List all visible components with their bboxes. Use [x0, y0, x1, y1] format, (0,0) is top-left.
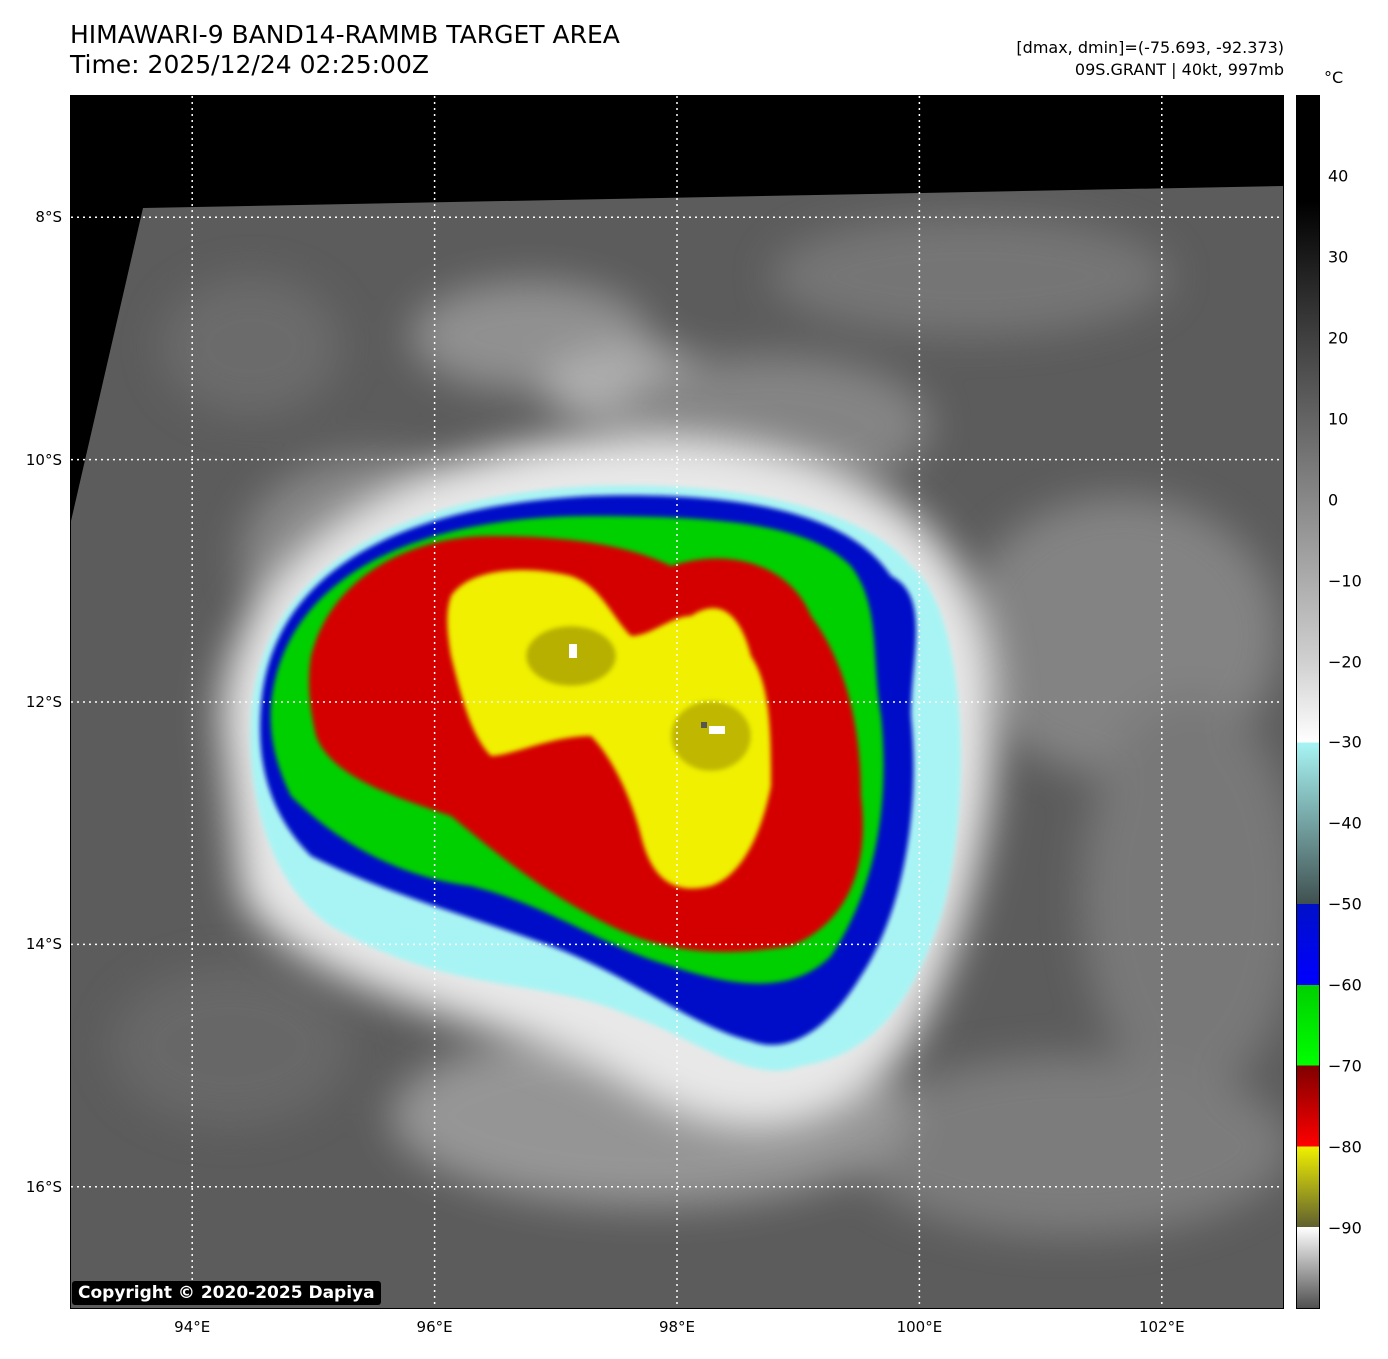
colorbar-tick-label: 40	[1328, 166, 1349, 186]
lat-tick-label: 12°S	[25, 693, 62, 711]
colorbar-tick-label: −10	[1328, 571, 1362, 591]
lat-tick-label: 16°S	[25, 1177, 62, 1196]
copyright-notice: Copyright © 2020-2025 Dapiya	[72, 1281, 381, 1305]
lon-tick-label: 94°E	[174, 1318, 211, 1336]
colorbar-tick-label: −70	[1328, 1056, 1362, 1076]
coldest-pixels	[569, 644, 725, 734]
storm-info: 09S.GRANT | 40kt, 997mb	[1074, 60, 1284, 79]
colorbar-unit: °C	[1324, 68, 1344, 87]
lat-tick-label: 8°S	[35, 208, 62, 227]
graticule	[71, 96, 1283, 1308]
colorbar-tick-label: −60	[1328, 975, 1362, 995]
colorbar-tick-label: −30	[1328, 732, 1362, 752]
lon-tick-label: 102°E	[1138, 1318, 1185, 1336]
map-title: HIMAWARI-9 BAND14-RAMMB TARGET AREA	[70, 20, 620, 49]
colorbar-tick-label: −50	[1328, 894, 1362, 914]
colorbar-tick-label: 0	[1328, 490, 1339, 510]
lon-tick-label: 96°E	[416, 1318, 453, 1336]
satellite-image	[71, 96, 1283, 1308]
colorbar-tick-label: −20	[1328, 652, 1362, 672]
lon-tick-label: 100°E	[896, 1318, 943, 1336]
colorbar-tick-label: 10	[1328, 409, 1349, 429]
observation-time: Time: 2025/12/24 02:25:00Z	[70, 50, 429, 79]
colorbar-tick-label: 30	[1328, 247, 1349, 267]
off-disk-region	[71, 96, 1283, 521]
lon-tick-label: 98°E	[658, 1318, 696, 1336]
colorbar-tick-label: −40	[1328, 813, 1362, 833]
satellite-map	[70, 95, 1284, 1309]
lat-tick-label: 10°S	[25, 450, 62, 469]
colorbar-tick-label: −90	[1328, 1218, 1362, 1238]
temperature-colorbar	[1296, 95, 1320, 1309]
colorbar-tick-label: 20	[1328, 328, 1349, 348]
lat-tick-label: 14°S	[25, 935, 62, 954]
temperature-range: [dmax, dmin]=(-75.693, -92.373)	[1016, 38, 1284, 57]
colorbar-tick-label: −80	[1328, 1137, 1362, 1157]
